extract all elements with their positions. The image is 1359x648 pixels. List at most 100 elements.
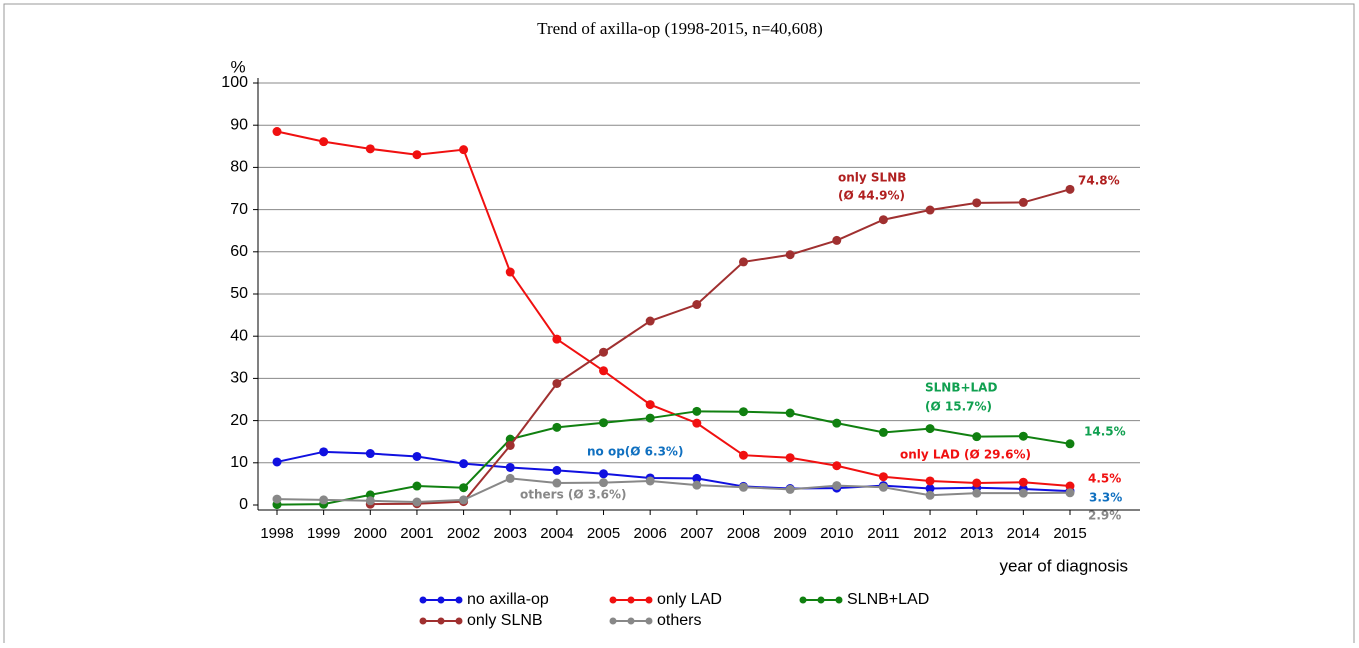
x-tick-label: 2006	[633, 525, 666, 542]
legend-marker	[799, 596, 807, 604]
legend-label: others	[657, 612, 701, 629]
x-tick-label: 2008	[727, 525, 760, 542]
y-tick-label: 80	[230, 159, 248, 176]
data-point	[832, 235, 842, 245]
data-point	[645, 316, 655, 326]
data-point	[552, 478, 562, 488]
data-point	[505, 462, 515, 472]
data-point	[412, 481, 422, 491]
data-point	[692, 418, 702, 428]
x-tick-label: 2011	[867, 525, 899, 542]
data-point	[878, 215, 888, 225]
data-point	[412, 497, 422, 507]
data-point	[738, 407, 748, 417]
x-tick-label: 2013	[960, 525, 993, 542]
annotation: 4.5%	[1088, 472, 1121, 486]
data-point	[599, 418, 609, 428]
data-point	[552, 378, 562, 388]
annotation: only LAD (Ø 29.6%)	[900, 448, 1031, 462]
series-line	[276, 410, 1071, 506]
data-point	[925, 205, 935, 215]
data-point	[785, 250, 795, 260]
x-tick-label: 2015	[1053, 525, 1086, 542]
x-axis-label: year of diagnosis	[999, 556, 1128, 575]
annotation: SLNB+LAD	[925, 381, 997, 395]
x-tick-label: 1999	[307, 525, 340, 542]
data-point	[1018, 431, 1028, 441]
data-point	[505, 267, 515, 277]
data-point	[412, 451, 422, 461]
data-point	[599, 478, 609, 488]
data-point	[972, 198, 982, 208]
data-point	[972, 432, 982, 442]
series-line	[370, 188, 1071, 506]
data-point	[505, 440, 515, 450]
data-point	[785, 453, 795, 463]
legend-marker	[835, 596, 843, 604]
y-tick-label: 30	[230, 370, 248, 387]
data-point	[692, 300, 702, 310]
x-tick-label: 2014	[1007, 525, 1040, 542]
series-line	[276, 450, 1071, 493]
data-point	[925, 424, 935, 434]
data-point	[272, 457, 282, 467]
legend-marker	[419, 596, 427, 604]
x-tick-label: 2012	[913, 525, 946, 542]
data-point	[785, 484, 795, 494]
data-point	[972, 488, 982, 498]
annotation: 2.9%	[1088, 509, 1121, 523]
y-tick-label: 20	[230, 412, 248, 429]
data-point	[692, 473, 702, 483]
y-tick-label: 60	[230, 243, 248, 260]
data-point	[599, 469, 609, 479]
legend-marker	[455, 617, 463, 625]
x-tick-label: 2003	[494, 525, 527, 542]
data-point	[1065, 488, 1075, 498]
data-point	[785, 408, 795, 418]
x-tick-label: 2002	[447, 525, 480, 542]
data-point	[645, 413, 655, 423]
data-point	[925, 490, 935, 500]
data-point	[692, 406, 702, 416]
y-tick-label: 90	[230, 116, 248, 133]
legend-label: SLNB+LAD	[847, 591, 929, 608]
legend-marker	[419, 617, 427, 625]
data-point	[832, 461, 842, 471]
annotation: only SLNB	[838, 171, 906, 185]
data-point	[1065, 184, 1075, 194]
legend-label: only LAD	[657, 591, 722, 608]
data-point	[459, 459, 469, 469]
data-point	[645, 476, 655, 486]
legend-marker	[609, 617, 617, 625]
data-point	[459, 483, 469, 493]
legend-marker	[645, 596, 653, 604]
y-tick-label: 40	[230, 327, 248, 344]
annotation: 3.3%	[1089, 491, 1122, 505]
data-point	[459, 145, 469, 155]
annotation: 14.5%	[1084, 425, 1126, 439]
annotation: 74.8%	[1078, 174, 1120, 188]
data-point	[972, 478, 982, 488]
data-point	[832, 481, 842, 491]
y-tick-label: 70	[230, 201, 248, 218]
data-point	[1018, 197, 1028, 207]
data-point	[738, 257, 748, 267]
data-point	[552, 465, 562, 475]
data-point	[365, 144, 375, 154]
data-point	[645, 400, 655, 410]
data-point	[1065, 481, 1075, 491]
data-point	[459, 495, 469, 505]
legend-marker	[437, 596, 445, 604]
data-point	[1065, 439, 1075, 449]
data-point	[599, 347, 609, 357]
legend-label: only SLNB	[467, 612, 543, 629]
legend-marker	[645, 617, 653, 625]
y-tick-label: 50	[230, 285, 248, 302]
data-point	[878, 427, 888, 437]
data-point	[692, 480, 702, 490]
y-tick-label: 100	[221, 74, 248, 91]
data-point	[925, 484, 935, 494]
x-tick-label: 2007	[680, 525, 713, 542]
legend-marker	[609, 596, 617, 604]
x-tick-label: 2004	[540, 525, 573, 542]
